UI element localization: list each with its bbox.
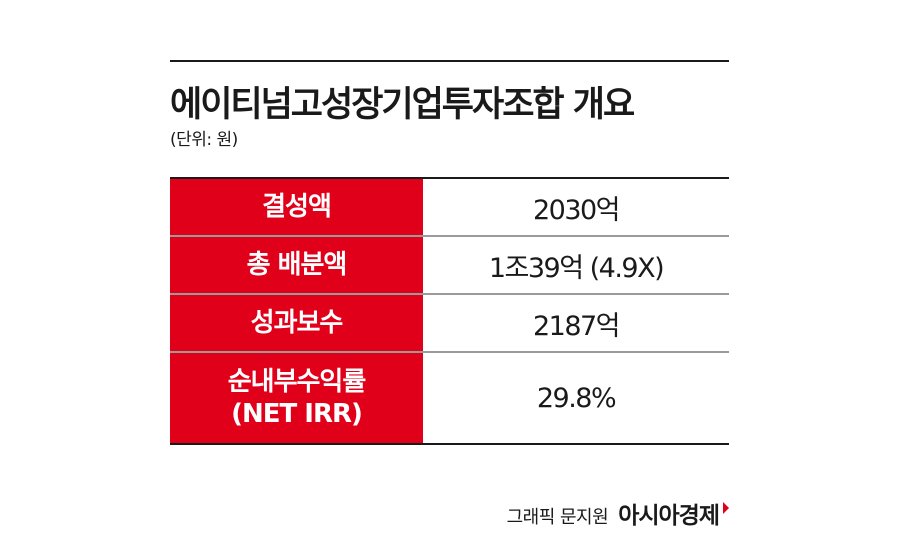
table-row: 성과보수 2187억 — [170, 295, 729, 353]
row-value: 29.8% — [536, 382, 617, 414]
brand-logo: 아시아경제 — [618, 503, 720, 529]
row-value: 2187억 — [532, 310, 621, 342]
brand-mark-icon — [723, 502, 729, 514]
row-label: 총 배분액 — [170, 237, 423, 293]
top-rule — [170, 60, 729, 62]
row-label-line2: (NET IRR) — [231, 399, 363, 429]
page-title: 에이티넘고성장기업투자조합 개요 — [170, 85, 635, 125]
row-value: 2030억 — [532, 194, 621, 226]
table-row: 순내부수익률 (NET IRR) 29.8% — [170, 353, 729, 445]
table-row: 결성액 2030억 — [170, 179, 729, 237]
row-label: 성과보수 — [170, 295, 423, 351]
graphic-credit: 그래픽 문지원 — [506, 507, 609, 528]
row-label: 결성액 — [170, 179, 423, 235]
table-row: 총 배분액 1조39억 (4.9X) — [170, 237, 729, 295]
row-value: 1조39억 (4.9X) — [488, 252, 665, 284]
row-label: 순내부수익률 (NET IRR) — [170, 353, 423, 443]
unit-note: (단위: 원) — [170, 130, 238, 150]
row-label-line1: 순내부수익률 — [227, 367, 367, 397]
overview-table: 결성액 2030억 총 배분액 1조39억 (4.9X) 성과보수 2187억 … — [170, 177, 729, 445]
footer: 그래픽 문지원 아시아경제 — [507, 496, 729, 530]
